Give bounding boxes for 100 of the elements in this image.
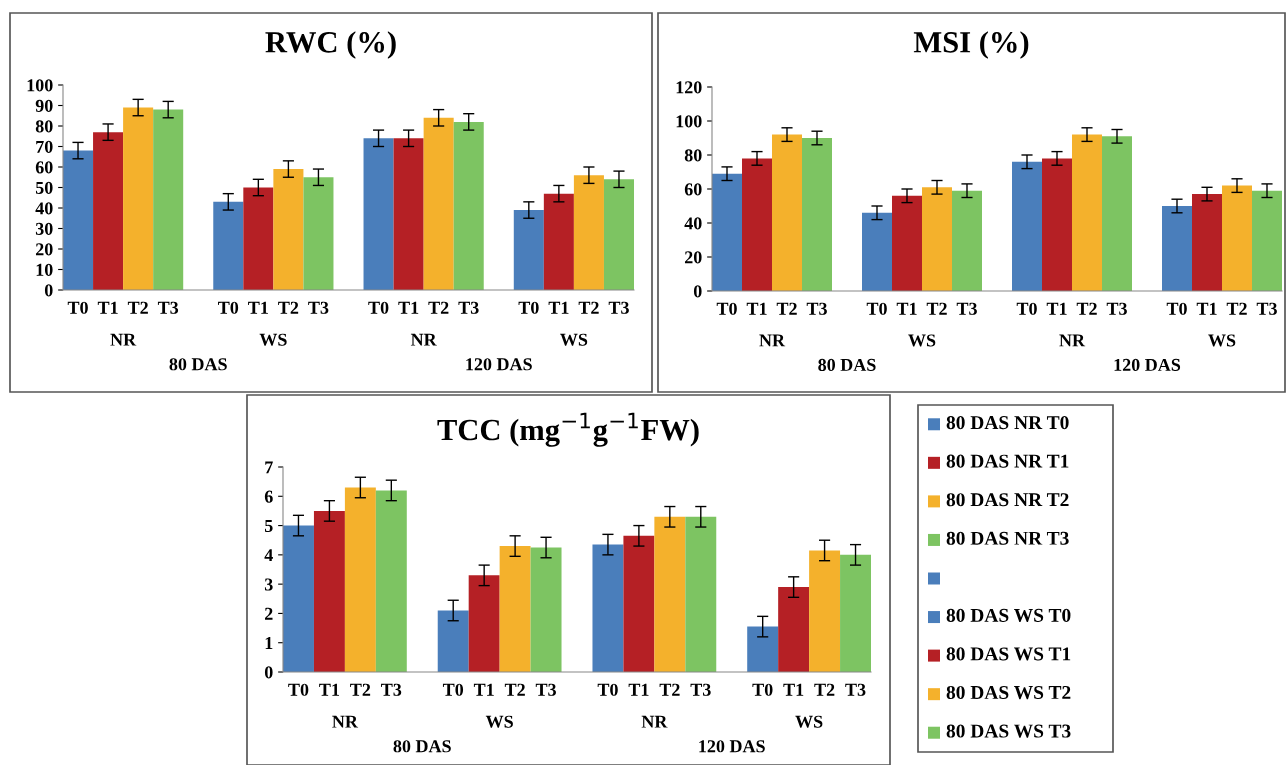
bar	[437, 610, 469, 672]
y-tick-label: 20	[684, 251, 702, 264]
bar	[93, 132, 124, 290]
x-tick-label: T2	[1226, 302, 1247, 315]
x-tick-label: T1	[896, 302, 917, 315]
x-tick-label: T0	[368, 301, 389, 314]
category-label: 80 DAS NR T3	[946, 531, 1069, 545]
bar	[453, 121, 484, 290]
text: NR	[1059, 334, 1086, 347]
bar	[742, 158, 772, 291]
x-tick-label: T1	[783, 683, 804, 696]
text: WS	[1208, 334, 1236, 347]
text: 80 DAS	[818, 358, 876, 371]
bar	[1162, 206, 1192, 291]
category-label: 80 DAS NR T1	[946, 454, 1069, 468]
y-tick-label: 90	[35, 99, 53, 112]
bar	[778, 587, 810, 672]
text: NR	[759, 334, 786, 347]
x-tick-label: T2	[428, 301, 449, 314]
x-tick-label: T2	[926, 302, 947, 315]
text: WS	[259, 333, 287, 346]
x-tick-label: T0	[218, 301, 239, 314]
y-tick-label: 3	[264, 578, 273, 591]
bar	[1102, 136, 1132, 291]
x-tick-label: T2	[1076, 302, 1097, 315]
y-tick-label: 60	[684, 183, 702, 196]
y-tick-label: 10	[36, 263, 53, 276]
text: NR	[410, 333, 437, 346]
bar	[862, 212, 892, 291]
y-tick-label: 40	[35, 202, 53, 215]
bar	[573, 175, 604, 290]
x-tick-label: T3	[608, 301, 629, 314]
text: NR	[332, 715, 359, 728]
y-tick-label: 0	[693, 285, 702, 298]
x-tick-label: T3	[1106, 302, 1127, 315]
bar	[123, 107, 154, 290]
y-tick-label: 120	[676, 81, 702, 94]
x-tick-label: T2	[278, 301, 299, 314]
bar	[543, 193, 574, 290]
y-tick-label: 4	[264, 549, 273, 562]
text: 120 DAS	[466, 358, 532, 371]
bar	[273, 169, 304, 290]
x-tick-label: T1	[548, 301, 569, 314]
bar	[952, 190, 982, 291]
bar	[809, 550, 841, 672]
x-tick-label: T2	[350, 683, 371, 696]
x-tick-label: T3	[308, 301, 329, 314]
bar	[603, 179, 634, 290]
y-tick-label: 80	[684, 149, 702, 162]
bar	[313, 510, 345, 672]
text: NR	[110, 333, 137, 346]
bar	[530, 547, 562, 672]
bar	[712, 173, 742, 291]
x-tick-label: T0	[1016, 302, 1037, 315]
x-tick-label: T1	[473, 683, 494, 696]
x-tick-label: T0	[752, 683, 773, 696]
bar	[1042, 158, 1072, 291]
x-tick-label: T0	[518, 301, 539, 314]
x-tick-label: T3	[157, 301, 179, 314]
bar	[363, 138, 394, 290]
x-tick-label: T1	[628, 683, 649, 696]
x-tick-label: T0	[442, 683, 464, 696]
bar	[153, 109, 184, 290]
y-tick-label: 30	[35, 222, 53, 235]
y-tick-label: 1	[265, 637, 273, 649]
x-tick-label: T0	[597, 683, 618, 696]
x-tick-label: T2	[776, 302, 797, 315]
bar	[772, 134, 802, 291]
bar	[802, 138, 832, 291]
y-tick-label: 50	[35, 181, 53, 194]
bar	[1012, 161, 1042, 291]
x-tick-label: T0	[67, 301, 88, 314]
bar	[213, 201, 244, 290]
text: 80 DAS	[393, 740, 451, 753]
y-tick-label: 100	[676, 115, 702, 128]
bar	[283, 525, 314, 672]
bar	[1222, 185, 1252, 291]
x-tick-label: T1	[746, 302, 767, 315]
y-tick-label: 5	[264, 520, 273, 533]
x-tick-label: T0	[1166, 302, 1187, 315]
x-tick-label: T2	[578, 301, 599, 314]
y-tick-label: 7	[265, 461, 273, 474]
x-tick-label: T3	[845, 683, 866, 696]
x-tick-label: T2	[814, 683, 835, 696]
bar	[375, 490, 407, 672]
y-tick-label: 2	[265, 607, 273, 620]
bar	[393, 138, 424, 290]
bar	[623, 535, 655, 672]
y-tick-label: 40	[684, 217, 702, 230]
y-tick-label: 6	[264, 490, 273, 503]
category-label: 80 DAS WS T2	[946, 685, 1071, 700]
text: WS	[560, 333, 588, 346]
x-tick-label: T1	[1046, 302, 1067, 315]
bar	[1072, 134, 1102, 291]
x-tick-label: T3	[956, 302, 977, 315]
text: WS	[795, 715, 823, 728]
bar	[592, 544, 624, 672]
category-label: 80 DAS NR T0	[946, 416, 1069, 430]
y-tick-label: 0	[264, 666, 273, 679]
category-label: 80 DAS WS T3	[946, 724, 1071, 738]
